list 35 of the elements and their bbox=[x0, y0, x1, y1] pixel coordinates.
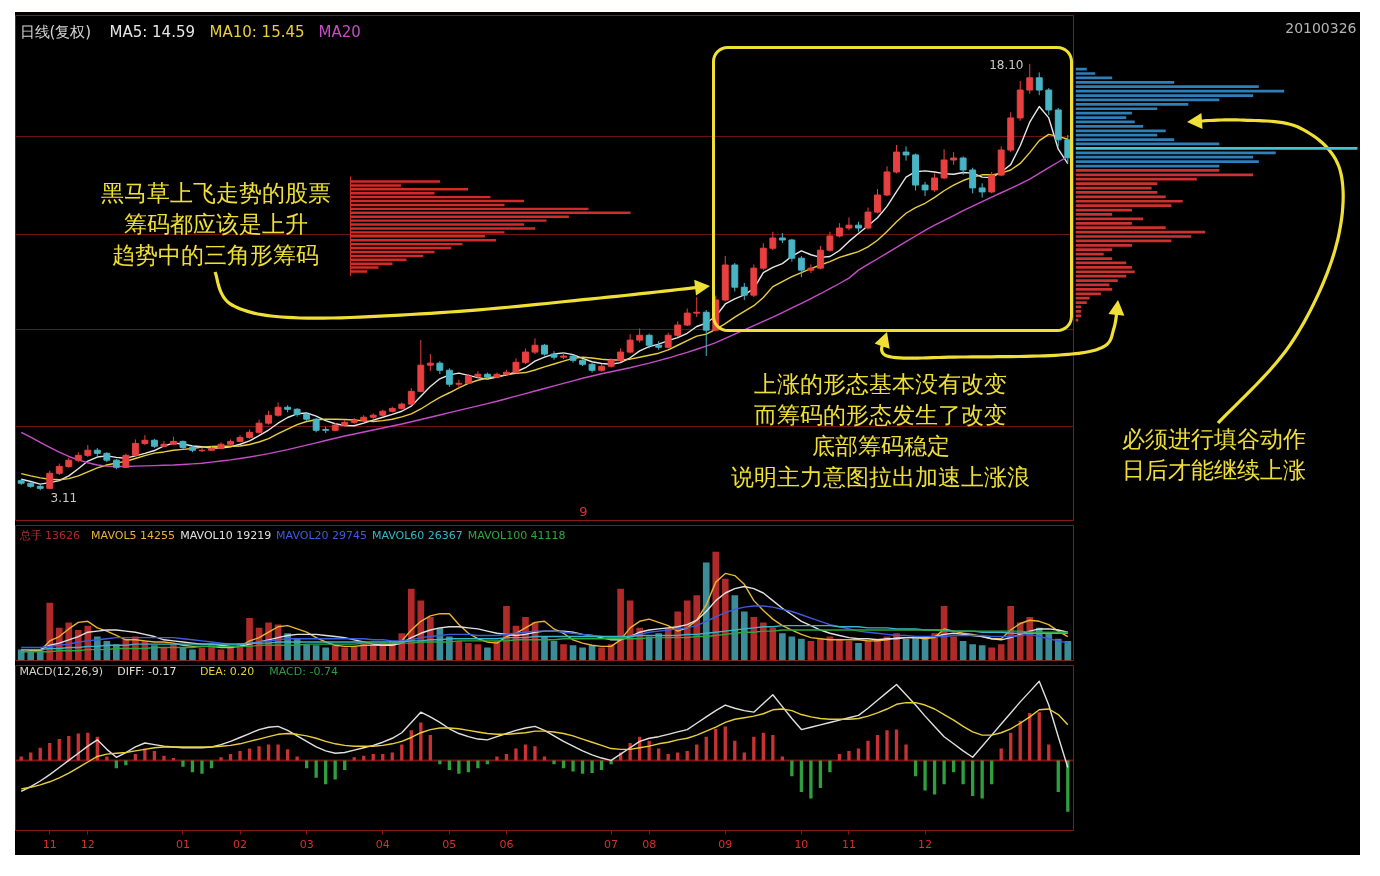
x-tick-label: 12 bbox=[918, 837, 933, 851]
x-tick-label: 05 bbox=[442, 837, 457, 851]
text: MACD: -0.74 bbox=[269, 665, 338, 678]
text: MA20 bbox=[318, 22, 361, 41]
text: MAVOL20 29745 bbox=[276, 529, 368, 542]
x-tick-label: 01 bbox=[175, 837, 190, 851]
x-tick-label: 06 bbox=[499, 837, 514, 851]
text: 必须进行填谷动作日后才能继续上涨 bbox=[1121, 425, 1306, 483]
x-tick-label: 02 bbox=[233, 837, 248, 851]
text: MAVOL100 41118 bbox=[467, 529, 566, 542]
chart-subtitle: 20100326 bbox=[1285, 19, 1357, 36]
annotation: 3.11 bbox=[50, 491, 78, 505]
text: MAVOL5 14255 bbox=[91, 529, 176, 542]
annotation: 上涨的形态基本没有改变而筹码的形态发生了改变底部筹码稳定说明主力意图拉出加速上涨浪 bbox=[731, 370, 1030, 491]
x-tick-label: 07 bbox=[604, 837, 619, 851]
annotation: 18.10 bbox=[989, 58, 1024, 72]
text: MAVOL60 26367 bbox=[371, 529, 463, 542]
x-tick-label: 10 bbox=[794, 837, 809, 851]
x-tick-label: 11 bbox=[42, 837, 57, 851]
x-tick-label: 04 bbox=[375, 837, 390, 851]
annotation: 黑马草上飞走势的股票筹码都应该是上升趋势中的三角形筹码 bbox=[100, 179, 331, 269]
chart-title: MACD(12,26,9) bbox=[19, 665, 104, 678]
text: MA10: 15.45 bbox=[209, 22, 305, 41]
x-tick-label: 11 bbox=[841, 837, 856, 851]
x-tick-label: 09 bbox=[718, 837, 733, 851]
annotation: 9 bbox=[579, 504, 588, 519]
text: DIFF: -0.17 bbox=[117, 665, 177, 678]
text: DEA: 0.20 bbox=[199, 665, 255, 678]
text: MA5: 14.59 bbox=[109, 22, 196, 41]
x-tick-label: 03 bbox=[299, 837, 314, 851]
text: MAVOL10 19219 bbox=[180, 529, 272, 542]
text: 总手 13626 bbox=[18, 529, 80, 542]
x-tick-label: 08 bbox=[642, 837, 657, 851]
x-tick-label: 12 bbox=[80, 837, 95, 851]
text: 日线(复权) bbox=[19, 22, 92, 41]
